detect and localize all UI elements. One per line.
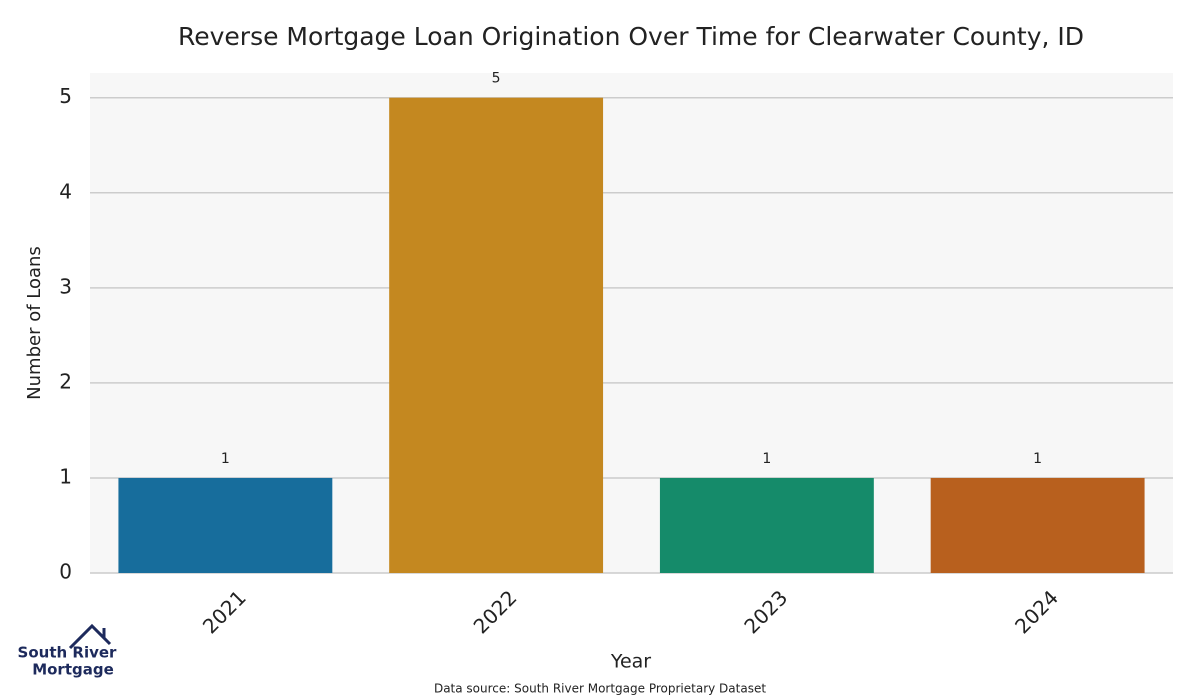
data-label: 1 (1033, 451, 1042, 467)
chart-title: Reverse Mortgage Loan Origination Over T… (178, 22, 1084, 51)
x-tick-label: 2023 (739, 585, 792, 638)
source-note: Data source: South River Mortgage Propri… (434, 682, 766, 696)
x-axis-label: Year (610, 651, 651, 673)
data-label: 1 (221, 451, 230, 467)
y-tick-label: 3 (59, 274, 72, 298)
data-label: 1 (762, 451, 771, 467)
y-tick-label: 4 (59, 179, 72, 203)
bar (930, 477, 1145, 573)
y-tick-label: 2 (59, 369, 72, 393)
logo: South River Mortgage (18, 623, 118, 679)
x-tick-label: 2021 (198, 585, 251, 638)
logo-icon (68, 623, 112, 650)
y-tick-label: 1 (59, 464, 72, 488)
data-label: 5 (492, 71, 501, 87)
y-axis-label: Number of Loans (24, 246, 45, 400)
x-tick-label: 2024 (1010, 585, 1063, 638)
bar (118, 477, 333, 573)
y-tick-label: 5 (59, 84, 72, 108)
bar (389, 97, 604, 573)
logo-text: South River (18, 644, 118, 662)
x-tick-label: 2022 (469, 585, 522, 638)
bar (659, 477, 874, 573)
logo-text: Mortgage (32, 661, 114, 679)
y-tick-label: 0 (59, 560, 72, 584)
